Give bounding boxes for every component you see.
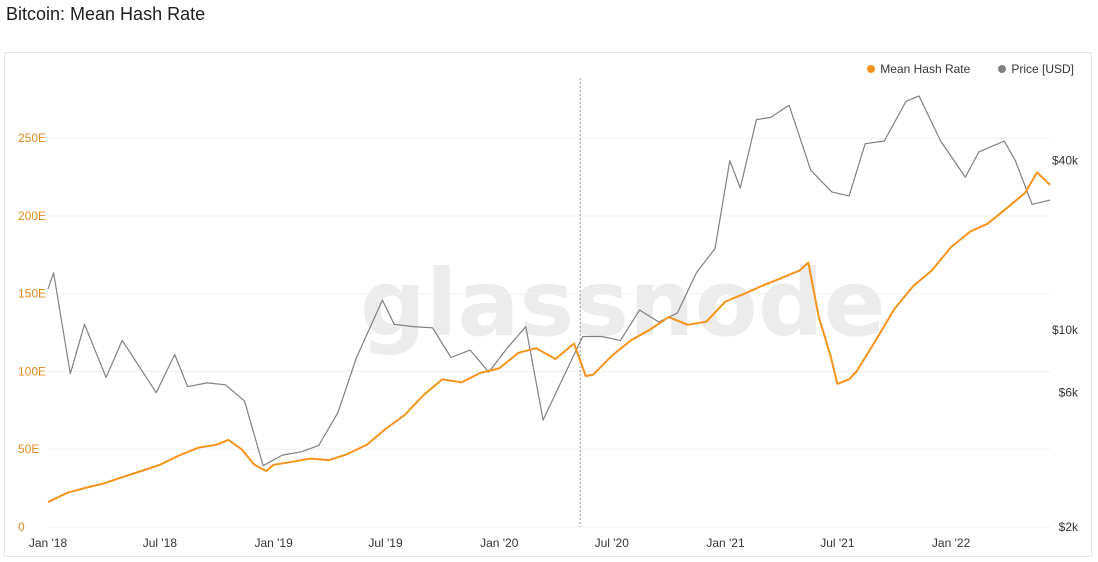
series-line-price-usd [47,95,1051,467]
y-right-tick-label: $6k [1059,386,1079,400]
legend-item-mean-hash-rate[interactable]: Mean Hash Rate [867,62,970,76]
legend-dot-icon [867,65,876,73]
x-tick-label: Jan '19 [254,536,293,550]
y-right-tick-label: $10k [1052,323,1079,337]
legend-label: Price [USD] [1011,62,1074,76]
legend-dot-icon [998,65,1007,73]
watermark-logo: glassnode [360,250,886,357]
x-axis-ticks: Jan '18 Jul '18 Jan '19 Jul '19 Jan '20 Jul '… [29,536,971,550]
y-left-tick-label: 100E [18,364,46,378]
y-left-tick-label: 150E [18,287,46,301]
x-tick-label: Jul '20 [595,536,630,550]
x-tick-label: Jul '19 [368,536,403,550]
y-right-tick-label: $40k [1052,154,1079,168]
right-axis-ticks: $2k $6k $10k $40k [1052,154,1079,534]
left-axis-ticks: 0 50E 100E 150E 200E 250E [18,131,46,534]
x-tick-label: Jul '21 [820,536,855,550]
x-tick-label: Jan '22 [932,536,971,550]
y-right-tick-label: $2k [1059,520,1079,534]
x-tick-label: Jan '18 [29,536,68,550]
page-title: Bitcoin: Mean Hash Rate [6,4,206,24]
legend-label: Mean Hash Rate [880,62,971,76]
y-left-tick-label: 0 [18,520,25,534]
x-tick-label: Jul '18 [143,536,178,550]
x-tick-label: Jan '20 [480,536,519,550]
y-left-tick-label: 250E [18,131,46,145]
x-tick-label: Jan '21 [706,536,745,550]
legend: Mean Hash Rate Price [USD] [867,62,1074,76]
y-left-tick-label: 200E [18,209,46,223]
y-left-tick-label: 50E [18,442,39,456]
legend-item-price-usd[interactable]: Price [USD] [998,62,1074,76]
gridlines [48,137,1050,528]
series-line-mean-hash-rate [47,171,1051,503]
chart-frame [4,52,1092,557]
